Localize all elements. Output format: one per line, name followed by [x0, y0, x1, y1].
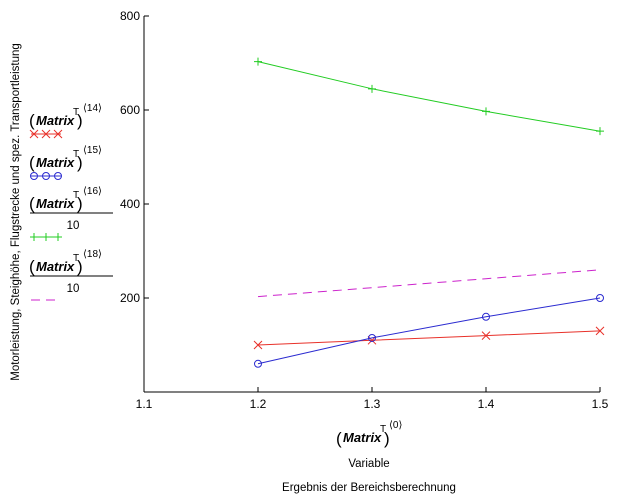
chart-caption: Ergebnis der Bereichsberechnung: [282, 482, 456, 494]
x-tick-label: 1.5: [592, 397, 609, 411]
x-tick-label: 1.1: [136, 397, 153, 411]
data-point: [596, 294, 604, 302]
series-2: [254, 57, 604, 136]
legend-paren-open: (: [29, 194, 35, 213]
y-tick-label: 800: [120, 9, 140, 23]
legend-transpose: T: [73, 190, 79, 201]
data-point: [368, 84, 376, 93]
legend-entry-0: (Matrix)T ⟨14⟩: [29, 103, 102, 139]
x-tick-label: 1.4: [478, 397, 495, 411]
x-tick-label: 1.3: [364, 397, 381, 411]
legend-paren-close: ): [77, 111, 83, 130]
legend-paren-open: (: [29, 153, 35, 172]
legend-paren-close: ): [77, 257, 83, 276]
data-point: [54, 172, 62, 180]
data-point: [368, 333, 376, 342]
legend-paren-open: (: [29, 257, 35, 276]
x-tick-labels: 1.1 1.2 1.3 1.4 1.5: [136, 387, 609, 411]
x-label-index: ⟨0⟩: [389, 420, 402, 431]
data-point: [41, 129, 51, 139]
legend-index: ⟨16⟩: [83, 186, 102, 197]
legend-transpose: T: [73, 253, 79, 264]
legend-transpose: T: [73, 107, 79, 118]
legend-paren-close: ): [77, 194, 83, 213]
data-point: [29, 129, 39, 139]
x-label-sub: Variable: [348, 458, 389, 470]
data-point: [42, 172, 50, 180]
data-point: [30, 233, 38, 241]
series-line: [257, 330, 601, 346]
legend-paren-close: ): [77, 153, 83, 172]
data-point: [254, 359, 262, 368]
data-point: [482, 107, 490, 116]
data-point: [54, 233, 62, 241]
data-point: [482, 312, 490, 321]
series-line: [257, 297, 601, 365]
legend-transpose: T: [73, 149, 79, 160]
data-point: [595, 326, 605, 336]
x-label-transpose: T: [380, 424, 386, 435]
legend-matrix: Matrix: [36, 113, 75, 128]
series-line: [257, 269, 601, 298]
data-point: [253, 340, 263, 350]
series-0: [253, 326, 605, 350]
legend-paren-open: (: [29, 111, 35, 130]
data-point: [254, 57, 262, 66]
x-label-paren-open: (: [336, 429, 342, 448]
x-tick-label: 1.2: [250, 397, 267, 411]
legend: (Matrix)T ⟨14⟩(Matrix)T ⟨15⟩(Matrix)T ⟨16⟩1…: [29, 103, 113, 301]
legend-matrix: Matrix: [36, 196, 75, 211]
axes: [143, 16, 600, 393]
y-tick-label: 400: [120, 197, 140, 211]
legend-divisor: 10: [67, 220, 80, 232]
legend-index: ⟨18⟩: [83, 249, 102, 260]
legend-divisor: 10: [67, 283, 80, 295]
legend-index: ⟨14⟩: [83, 103, 102, 114]
data-point: [596, 127, 604, 136]
y-axis-label: Motorleistung, Steighöhe, Flugstrecke un…: [10, 43, 22, 381]
series-3: [257, 269, 601, 298]
legend-entry-1: (Matrix)T ⟨15⟩: [29, 145, 102, 180]
y-tick-label: 200: [120, 291, 140, 305]
y-tick-label: 600: [120, 103, 140, 117]
legend-entry-2: (Matrix)T ⟨16⟩ 10: [29, 186, 113, 241]
legend-matrix: Matrix: [36, 155, 75, 170]
data-point: [30, 172, 38, 180]
data-point: [53, 129, 63, 139]
x-label-paren-close: ): [384, 429, 390, 448]
data-point: [42, 233, 50, 241]
legend-matrix: Matrix: [36, 259, 75, 274]
series-1: [254, 294, 604, 368]
series-group: [253, 57, 605, 368]
legend-entry-3: (Matrix)T ⟨18⟩ 10: [29, 249, 113, 301]
y-tick-labels: 200 400 600 800: [120, 9, 149, 305]
data-point: [481, 331, 491, 340]
x-label-matrix: Matrix: [343, 430, 382, 445]
series-line: [257, 61, 601, 132]
legend-index: ⟨15⟩: [83, 145, 102, 156]
x-axis-label: ( Matrix ) T ⟨0⟩ Variable: [336, 420, 402, 470]
